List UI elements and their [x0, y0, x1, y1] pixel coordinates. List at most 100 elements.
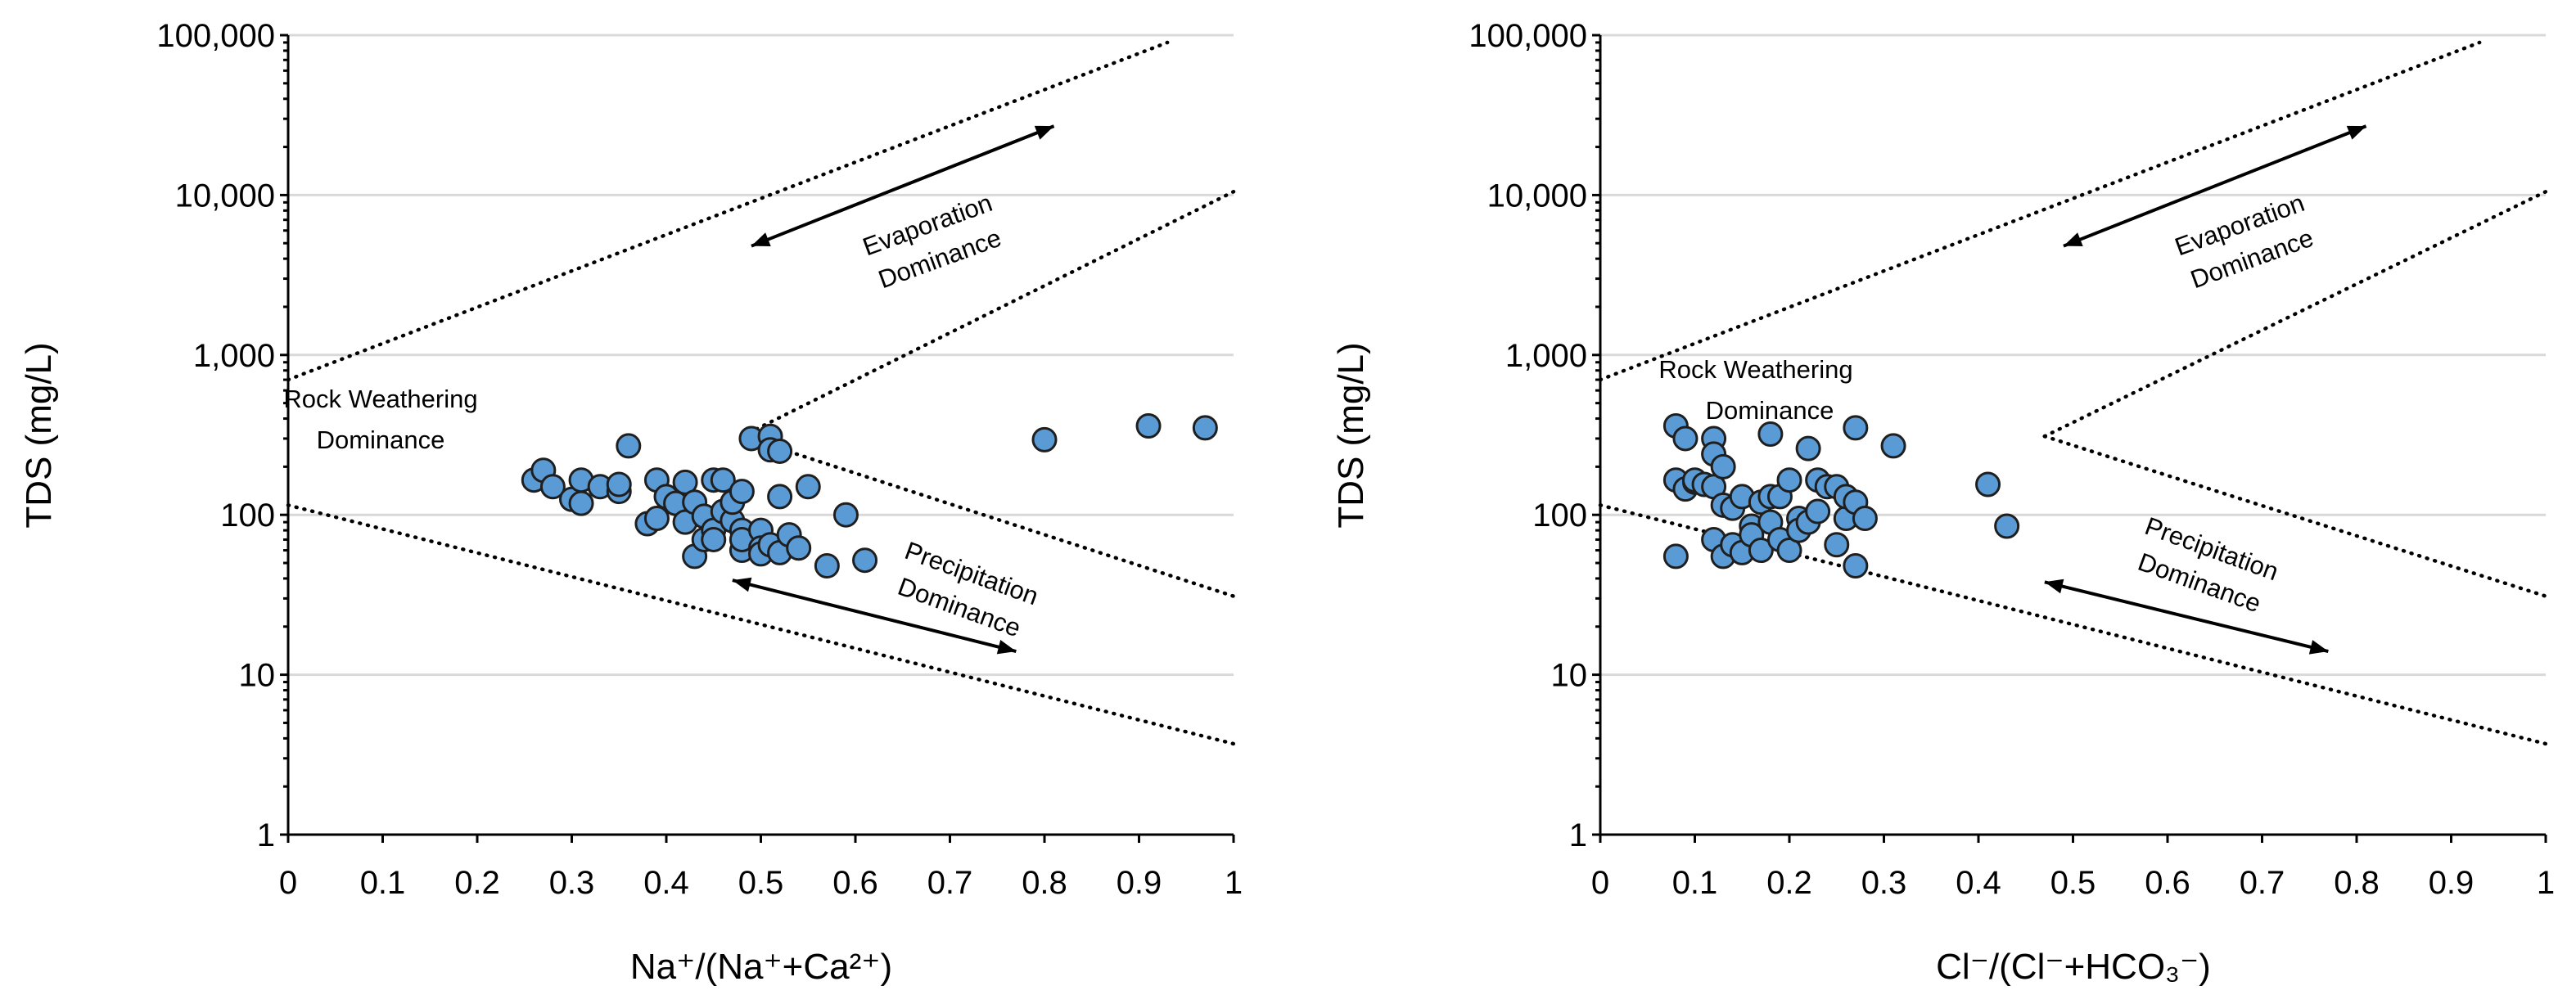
data-point — [786, 535, 812, 561]
double-arrow-shaft — [2063, 124, 2367, 248]
data-point — [729, 479, 755, 505]
arrow-head — [2346, 125, 2366, 140]
data-point — [767, 438, 793, 464]
data-point — [1662, 543, 1689, 570]
rock-weathering-label-line1: Rock Weathering — [283, 385, 477, 413]
y-tick-label: 1 — [1569, 817, 1587, 853]
x-axis-label: Na⁺/(Na⁺+Ca²⁺) — [630, 947, 892, 987]
y-tick-label: 100,000 — [156, 18, 275, 54]
arrow-head — [2308, 640, 2329, 655]
x-tick-label: 1 — [2537, 865, 2555, 901]
data-point — [1852, 506, 1878, 532]
data-point — [1805, 498, 1831, 525]
y-tick-label: 1,000 — [193, 338, 275, 374]
data-point — [832, 502, 859, 528]
x-tick-label: 0.2 — [454, 865, 500, 901]
data-point — [672, 469, 698, 495]
data-point — [568, 490, 594, 516]
double-arrow-shaft — [751, 124, 1055, 248]
data-point — [795, 474, 821, 500]
x-tick-label: 0.9 — [1117, 865, 1162, 901]
data-point — [814, 552, 840, 579]
data-point — [1994, 513, 2020, 539]
data-point — [606, 471, 632, 498]
y-tick-label: 10 — [239, 658, 276, 694]
precipitation-label: Precipitation Dominance — [894, 536, 1042, 642]
data-point — [1824, 532, 1850, 558]
y-tick-label: 100,000 — [1468, 18, 1587, 54]
data-point — [616, 433, 642, 459]
gibbs-boundary-line — [1598, 40, 2482, 382]
data-point — [1031, 426, 1058, 452]
x-tick-label: 0.1 — [360, 865, 406, 901]
data-point — [1843, 415, 1869, 441]
data-point — [643, 506, 670, 532]
rock-weathering-label-line2: Dominance — [1706, 396, 1834, 425]
data-point — [701, 526, 727, 552]
x-axis-label: Cl⁻/(Cl⁻+HCO₃⁻) — [1936, 947, 2211, 987]
data-point — [1672, 425, 1699, 452]
data-point — [1843, 552, 1869, 579]
gibbs-boundary-line — [286, 503, 1236, 746]
y-tick-label: 10 — [1551, 658, 1588, 694]
x-tick-label: 0.5 — [738, 865, 784, 901]
arrow-head — [2044, 579, 2064, 594]
x-tick-label: 0 — [279, 865, 297, 901]
data-point — [539, 474, 566, 500]
gibbs-boundary-line — [2042, 190, 2548, 439]
rock-weathering-label-line2: Dominance — [317, 425, 445, 454]
data-point — [1880, 433, 1906, 459]
arrow-head — [732, 577, 752, 592]
gibbs-boundary-line — [286, 40, 1170, 382]
x-tick-label: 0.4 — [643, 865, 689, 901]
data-point — [1776, 467, 1802, 493]
data-point — [767, 484, 793, 510]
arrow-head — [2063, 232, 2083, 246]
x-tick-label: 0.2 — [1766, 865, 1812, 901]
x-tick-label: 0.3 — [1861, 865, 1907, 901]
y-axis-label: TDS (mg/L) — [19, 342, 59, 528]
x-tick-label: 0 — [1591, 865, 1609, 901]
double-arrow-shaft — [732, 579, 1017, 653]
gibbs-boundary-line — [740, 190, 1236, 439]
evaporation-label: Evaporation Dominance — [2171, 188, 2317, 294]
data-point — [1748, 538, 1774, 564]
double-arrow-shaft — [2044, 580, 2329, 653]
data-point — [1757, 421, 1784, 447]
y-tick-label: 100 — [220, 498, 275, 534]
data-point — [1192, 415, 1218, 441]
y-tick-label: 10,000 — [175, 178, 275, 214]
y-tick-label: 1 — [257, 817, 275, 853]
data-point — [710, 467, 736, 493]
x-tick-label: 0.9 — [2429, 865, 2474, 901]
y-tick-label: 100 — [1532, 498, 1587, 534]
data-point — [1776, 538, 1802, 564]
y-axis-label: TDS (mg/L) — [1331, 342, 1371, 528]
precipitation-label: Precipitation Dominance — [2134, 511, 2282, 618]
arrow-head — [751, 232, 771, 246]
data-point — [1795, 435, 1821, 461]
x-tick-label: 0.6 — [832, 865, 878, 901]
x-tick-label: 0.7 — [927, 865, 973, 901]
x-tick-label: 0.4 — [1956, 865, 2001, 901]
gibbs-boundary-line — [2042, 434, 2548, 598]
rock-weathering-label-line1: Rock Weathering — [1658, 355, 1852, 384]
x-tick-label: 0.7 — [2240, 865, 2285, 901]
x-tick-label: 0.6 — [2145, 865, 2190, 901]
chart-panel-cl: 1 10 100 1,000 10,000 100,000 0 0.1 0.2 0.3 0.4 0.… — [1331, 18, 2555, 987]
x-tick-label: 0.5 — [2050, 865, 2096, 901]
x-tick-label: 0.8 — [1022, 865, 1067, 901]
y-tick-label: 10,000 — [1487, 178, 1587, 214]
arrow-head — [1034, 125, 1054, 140]
data-point — [852, 547, 878, 574]
chart-panel-na: 1 10 100 1,000 10,000 100,000 0 0.1 0.2 0.3 0.4 0.… — [19, 18, 1243, 987]
x-tick-label: 0.3 — [549, 865, 595, 901]
data-point — [1710, 453, 1736, 479]
data-point — [1135, 412, 1162, 439]
x-tick-label: 0.1 — [1672, 865, 1718, 901]
data-point — [1975, 471, 2001, 498]
y-tick-label: 1,000 — [1505, 338, 1587, 374]
arrow-head — [996, 639, 1017, 655]
x-tick-label: 1 — [1225, 865, 1243, 901]
